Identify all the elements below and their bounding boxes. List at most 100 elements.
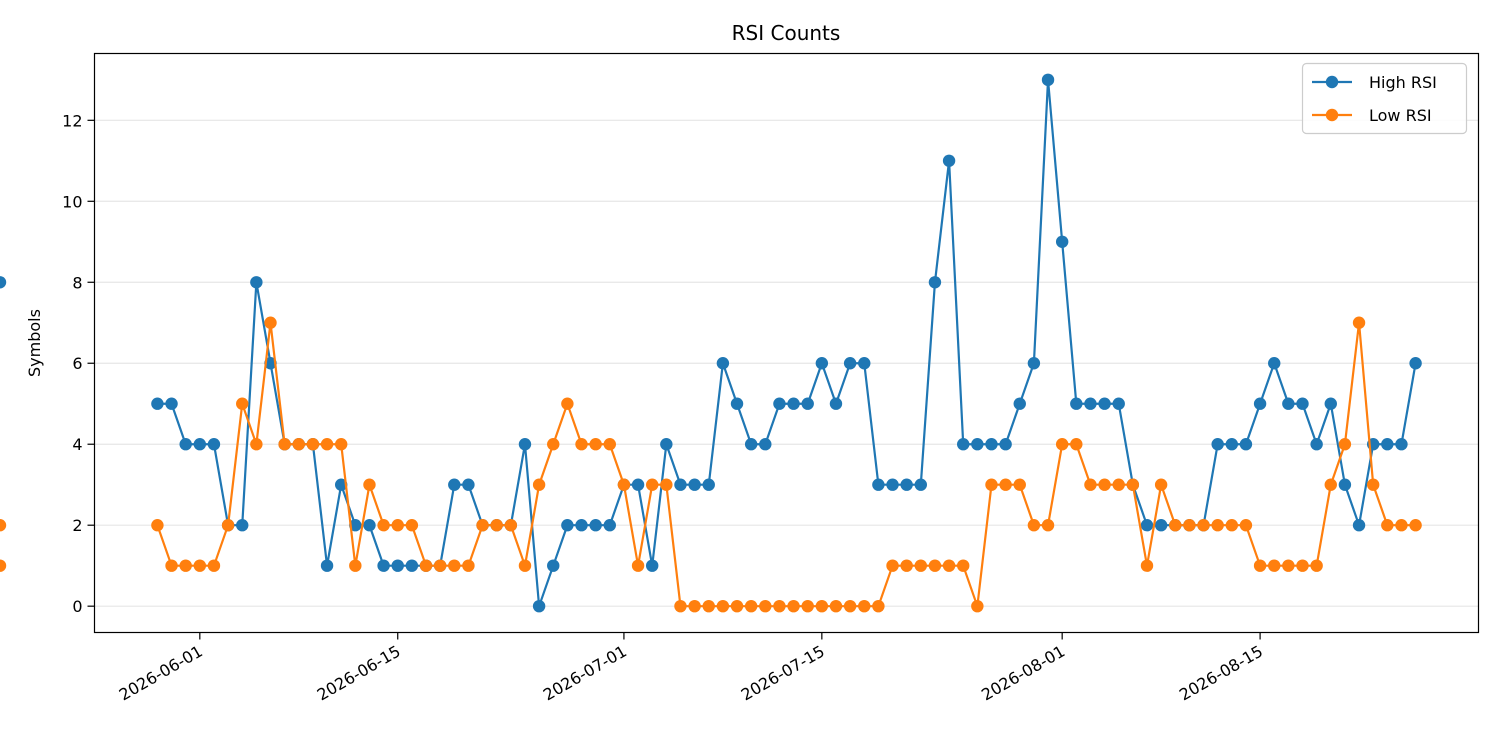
data-point-high-rsi [858,357,871,370]
data-point-high-rsi [1225,438,1239,451]
data-point-high-rsi [518,438,532,451]
data-point-low-rsi [1027,519,1041,532]
series-low-rsi [0,316,1422,613]
data-point-low-rsi [660,478,673,491]
legend-label-high-rsi: High RSI [1369,73,1437,92]
data-point-low-rsi [631,559,645,572]
data-point-high-rsi [914,478,928,491]
data-point-low-rsi [688,599,701,613]
data-point-low-rsi [858,599,871,613]
data-point-low-rsi [306,438,320,451]
data-point-low-rsi [773,599,786,613]
data-point-low-rsi [448,559,461,572]
data-point-high-rsi [928,276,942,289]
data-point-low-rsi [674,599,687,613]
data-point-low-rsi [971,599,984,613]
data-point-high-rsi [815,357,829,370]
data-point-high-rsi [391,559,404,572]
data-point-low-rsi [377,519,390,532]
data-point-high-rsi [730,397,744,410]
data-point-high-rsi [1140,519,1154,532]
y-tick-label: 10 [62,192,82,211]
data-point-high-rsi [829,397,843,410]
data-point-low-rsi [985,478,998,491]
data-point-high-rsi [236,519,249,532]
data-point-high-rsi [1055,235,1069,248]
y-axis-label: Symbols [25,309,44,377]
data-point-low-rsi [0,519,7,532]
data-point-high-rsi [688,478,701,491]
data-point-high-rsi [1282,397,1295,410]
data-point-high-rsi [1268,357,1281,370]
data-point-high-rsi [1084,397,1097,410]
data-point-low-rsi [1253,559,1267,572]
data-point-low-rsi [490,519,503,532]
data-point-high-rsi [1154,519,1168,532]
data-point-low-rsi [1098,478,1111,491]
data-point-low-rsi [1381,519,1394,532]
data-point-high-rsi [957,438,970,451]
data-point-high-rsi [405,559,419,572]
data-point-low-rsi [1197,519,1210,532]
data-point-low-rsi [1140,559,1154,572]
data-point-high-rsi [773,397,786,410]
data-point-low-rsi [1154,478,1168,491]
data-point-low-rsi [363,478,376,491]
data-point-high-rsi [1338,478,1352,491]
data-point-high-rsi [448,478,461,491]
data-point-high-rsi [1310,438,1323,451]
data-point-high-rsi [1324,397,1337,410]
data-point-high-rsi [716,357,730,370]
data-point-low-rsi [1211,519,1224,532]
chart-title: RSI Counts [732,21,841,45]
data-point-low-rsi [1126,478,1140,491]
data-point-low-rsi [1366,478,1380,491]
data-point-high-rsi [151,397,164,410]
data-point-high-rsi [985,438,998,451]
data-point-low-rsi [1183,519,1196,532]
data-point-low-rsi [179,559,192,572]
data-point-high-rsi [250,276,263,289]
data-point-low-rsi [1055,438,1069,451]
legend-marker-low-rsi [1325,108,1339,122]
legend-label-low-rsi: Low RSI [1369,106,1432,125]
data-point-high-rsi [702,478,715,491]
data-point-low-rsi [504,519,518,532]
data-point-high-rsi [674,478,687,491]
data-point-low-rsi [1041,519,1055,532]
data-point-low-rsi [151,519,164,532]
data-point-high-rsi [660,438,673,451]
data-point-high-rsi [264,357,277,370]
data-point-low-rsi [815,599,829,613]
data-point-low-rsi [1070,438,1083,451]
data-point-low-rsi [561,397,574,410]
data-point-low-rsi [914,559,928,572]
data-point-low-rsi [334,438,348,451]
data-point-low-rsi [957,559,970,572]
data-point-high-rsi [1211,438,1224,451]
data-point-low-rsi [787,599,800,613]
y-axis: 0 2 4 6 8 10 12 [62,111,95,616]
y-tick-label: 6 [72,354,82,373]
data-point-low-rsi [419,559,433,572]
data-point-high-rsi [320,559,334,572]
data-point-high-rsi [1239,438,1253,451]
data-point-high-rsi [165,397,178,410]
data-point-high-rsi [1013,397,1026,410]
data-point-low-rsi [292,438,305,451]
data-point-low-rsi [730,599,744,613]
data-point-high-rsi [631,478,645,491]
data-point-low-rsi [1338,438,1352,451]
data-point-high-rsi [179,438,192,451]
data-point-high-rsi [1041,73,1055,87]
data-point-high-rsi [1070,397,1083,410]
y-tick-label: 0 [72,597,82,616]
data-point-high-rsi [1098,397,1111,410]
data-point-high-rsi [759,438,772,451]
data-point-low-rsi [617,478,631,491]
data-point-low-rsi [1352,316,1366,329]
data-point-low-rsi [702,599,715,613]
data-point-low-rsi [801,599,814,613]
data-point-high-rsi [603,519,616,532]
